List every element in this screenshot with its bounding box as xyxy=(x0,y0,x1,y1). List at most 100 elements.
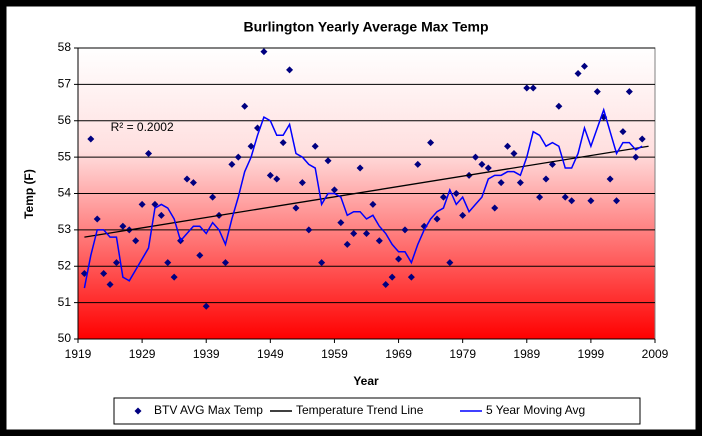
data-point xyxy=(221,259,229,267)
data-point xyxy=(523,84,531,92)
data-point xyxy=(330,186,338,194)
y-tick-label: 56 xyxy=(58,113,72,127)
data-point xyxy=(459,211,467,219)
data-point xyxy=(196,251,204,259)
x-tick-label: 2009 xyxy=(642,347,669,361)
data-point xyxy=(638,135,646,143)
data-point xyxy=(363,230,370,238)
data-point xyxy=(292,204,300,212)
data-point xyxy=(439,193,447,201)
data-point xyxy=(471,153,479,161)
data-point xyxy=(542,175,550,183)
data-point xyxy=(145,149,153,157)
data-point xyxy=(279,139,287,147)
data-point xyxy=(241,102,249,110)
data-point xyxy=(401,226,409,234)
data-point xyxy=(516,179,524,187)
data-point xyxy=(433,215,441,223)
data-point xyxy=(189,179,197,187)
data-point xyxy=(183,175,191,183)
data-point xyxy=(395,255,403,263)
y-tick-label: 58 xyxy=(58,40,72,54)
data-point xyxy=(247,142,255,150)
data-point xyxy=(170,273,178,281)
data-point xyxy=(132,237,140,245)
x-tick-label: 1999 xyxy=(578,347,605,361)
data-point xyxy=(568,197,576,205)
data-point xyxy=(305,226,313,234)
data-point xyxy=(613,197,621,205)
y-tick-label: 53 xyxy=(58,222,72,236)
data-point xyxy=(625,88,633,96)
y-tick-label: 55 xyxy=(58,149,72,163)
data-point xyxy=(375,237,383,245)
data-point xyxy=(407,273,415,281)
data-point xyxy=(529,84,537,92)
data-point xyxy=(311,142,319,150)
legend-box xyxy=(113,397,641,425)
x-tick-label: 1929 xyxy=(129,347,156,361)
series-line xyxy=(84,145,649,238)
data-point xyxy=(234,153,242,161)
data-point xyxy=(350,230,358,238)
data-point xyxy=(446,259,454,267)
data-point xyxy=(286,66,294,74)
data-point xyxy=(580,62,588,70)
data-point xyxy=(414,160,422,168)
y-axis-label: Temp (F) xyxy=(22,169,36,219)
data-point xyxy=(536,193,544,201)
data-point xyxy=(497,179,505,187)
data-point xyxy=(318,259,326,267)
data-point xyxy=(151,200,159,208)
y-tick-label: 51 xyxy=(58,295,72,309)
data-point xyxy=(343,240,351,248)
y-tick-label: 57 xyxy=(58,77,72,91)
legend-label: Temperature Trend Line xyxy=(296,403,424,417)
data-point xyxy=(356,164,364,172)
legend-label: BTV AVG Max Temp xyxy=(154,403,263,417)
data-point xyxy=(491,204,499,212)
chart-title: Burlington Yearly Average Max Temp xyxy=(243,19,488,35)
data-point xyxy=(164,259,172,267)
data-point xyxy=(388,273,396,281)
x-tick-label: 1989 xyxy=(513,347,540,361)
y-tick-label: 50 xyxy=(58,331,72,345)
data-point xyxy=(452,190,460,197)
data-point xyxy=(87,135,95,143)
x-tick-label: 1969 xyxy=(385,347,412,361)
data-point xyxy=(478,160,486,168)
data-point xyxy=(593,88,601,96)
annotation: R² = 0.2002 xyxy=(111,120,174,134)
data-point xyxy=(209,193,217,201)
data-point xyxy=(632,153,640,161)
data-point xyxy=(337,219,345,227)
x-axis-label: Year xyxy=(353,374,379,388)
data-point xyxy=(93,215,101,223)
data-point xyxy=(138,200,146,208)
data-point xyxy=(324,157,332,165)
data-point xyxy=(369,200,377,208)
data-point xyxy=(606,175,614,183)
x-tick-label: 1919 xyxy=(65,347,92,361)
data-point xyxy=(228,160,236,168)
x-tick-label: 1979 xyxy=(449,347,476,361)
data-point xyxy=(427,139,435,147)
data-point xyxy=(157,211,165,219)
x-tick-label: 1949 xyxy=(257,347,284,361)
y-tick-label: 54 xyxy=(58,186,72,200)
x-tick-label: 1959 xyxy=(321,347,348,361)
data-point xyxy=(561,193,569,201)
data-point xyxy=(298,179,306,187)
series-line xyxy=(83,107,643,289)
data-point xyxy=(587,197,595,205)
data-point xyxy=(382,280,390,288)
data-point xyxy=(619,128,627,136)
data-point xyxy=(273,175,281,183)
data-point xyxy=(119,222,127,230)
data-point xyxy=(510,149,518,157)
data-point xyxy=(504,142,512,150)
y-tick-label: 52 xyxy=(58,258,72,272)
data-point xyxy=(202,302,210,310)
